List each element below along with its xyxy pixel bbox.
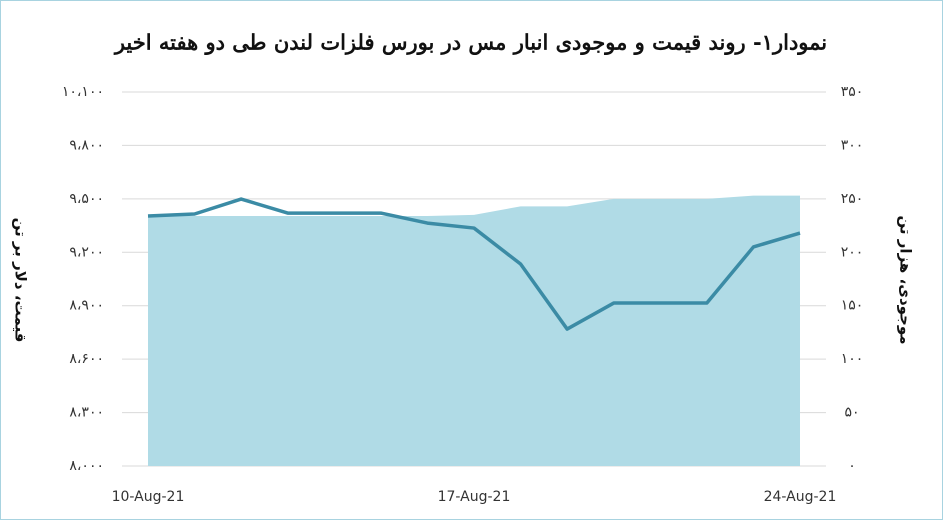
y-axis-label: قیمت، دلار بر تن xyxy=(12,218,30,343)
y2-tick-label: ۱۵۰ xyxy=(841,298,864,314)
y2-axis-label: موجودی، هزار تن xyxy=(897,215,915,344)
y2-tick-label: ۳۰۰ xyxy=(841,137,864,153)
y2-tick-label: ۲۰۰ xyxy=(841,244,864,260)
x-tick-label: 17-Aug-21 xyxy=(438,489,511,505)
y2-tick-label: ۱۰۰ xyxy=(841,351,864,367)
y2-tick-label: ۰ xyxy=(848,458,856,474)
y-tick-label: ۸،۳۰۰ xyxy=(69,405,104,421)
y-tick-label: ۸،۶۰۰ xyxy=(69,351,104,367)
y-tick-label: ۹،۸۰۰ xyxy=(69,137,104,153)
y-tick-label: ۸،۰۰۰ xyxy=(69,458,104,474)
chart-title: نمودار۱- روند قیمت و موجودی انبار مس در … xyxy=(113,30,827,56)
area xyxy=(148,195,800,466)
y2-tick-label: ۵۰ xyxy=(844,405,859,421)
y2-tick-label: ۲۵۰ xyxy=(841,191,864,207)
y-tick-label: ۸،۹۰۰ xyxy=(69,298,104,314)
y-tick-label: ۹،۵۰۰ xyxy=(69,191,104,207)
line xyxy=(147,197,801,331)
y-tick-label: ۹،۲۰۰ xyxy=(69,244,104,260)
x-tick-label: 24-Aug-21 xyxy=(764,489,837,505)
x-tick-label: 10-Aug-21 xyxy=(112,489,185,505)
y2-tick-label: ۳۵۰ xyxy=(841,84,864,100)
y-tick-label: ۱۰،۱۰۰ xyxy=(62,84,104,100)
